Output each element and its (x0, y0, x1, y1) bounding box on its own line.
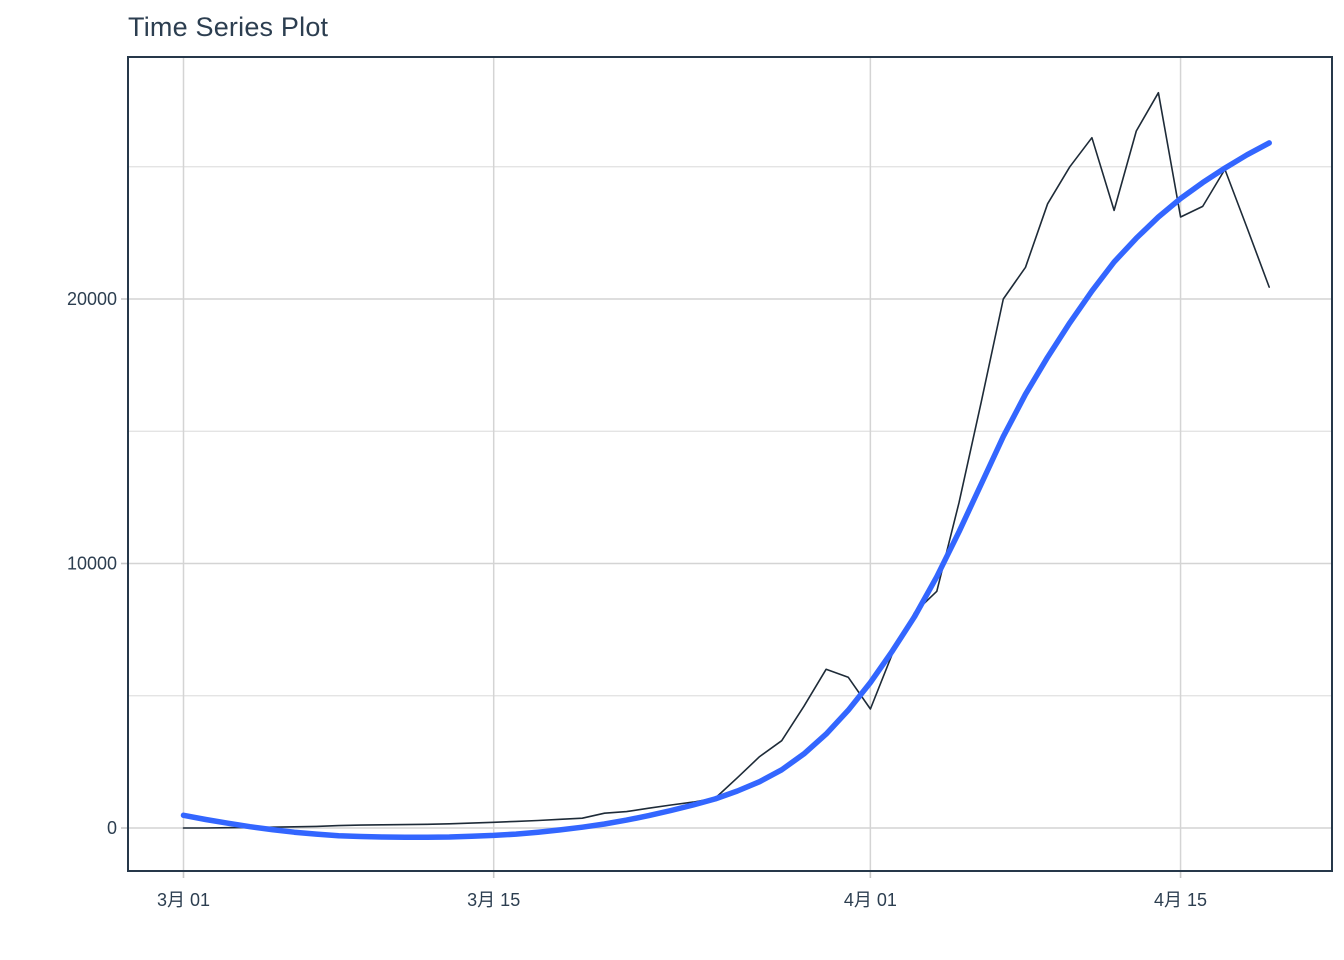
y-tick-label: 20000 (67, 289, 117, 309)
x-tick-label: 3月 01 (157, 890, 210, 910)
x-tick-label: 4月 01 (844, 890, 897, 910)
x-tick-label: 4月 15 (1154, 890, 1207, 910)
series-line-observed (182, 91, 1270, 829)
chart-title: Time Series Plot (128, 12, 329, 42)
y-tick-label: 10000 (67, 554, 117, 574)
plot-panel-border (127, 56, 1333, 872)
x-tick-label: 3月 15 (467, 890, 520, 910)
y-tick-label: 0 (107, 818, 117, 838)
series-line-smoothed (180, 140, 1272, 841)
